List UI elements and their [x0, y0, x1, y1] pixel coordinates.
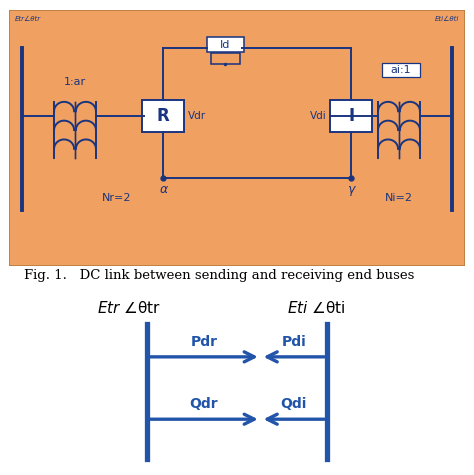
Text: Qdr: Qdr: [190, 397, 218, 411]
Text: Pdr: Pdr: [191, 335, 217, 349]
Text: Vdi: Vdi: [310, 111, 327, 122]
Text: R: R: [157, 107, 170, 125]
Text: Id: Id: [220, 39, 230, 49]
Text: $\it{Etr}$ ∠θtr: $\it{Etr}$ ∠θtr: [97, 300, 161, 315]
Bar: [207, 37, 244, 52]
Text: Qdi: Qdi: [281, 397, 307, 411]
Text: Ni=2: Ni=2: [384, 193, 412, 203]
Text: Pdi: Pdi: [282, 335, 306, 349]
Text: Fig. 1.   DC link between sending and receiving end buses: Fig. 1. DC link between sending and rece…: [24, 269, 414, 282]
Text: α: α: [159, 183, 167, 196]
Text: Eti∠θti: Eti∠θti: [435, 16, 459, 22]
Text: Vdr: Vdr: [188, 111, 206, 122]
Text: I: I: [348, 107, 354, 125]
Bar: [142, 100, 184, 132]
Bar: [382, 63, 420, 77]
Bar: [210, 53, 240, 64]
Text: $\it{Eti}$ ∠θti: $\it{Eti}$ ∠θti: [287, 300, 345, 315]
Text: ai:1: ai:1: [391, 65, 411, 75]
Text: 1:ar: 1:ar: [64, 77, 86, 87]
Text: Etr∠θtr: Etr∠θtr: [15, 16, 41, 22]
Text: Nr=2: Nr=2: [101, 193, 131, 203]
Text: γ: γ: [347, 183, 355, 196]
Bar: [330, 100, 372, 132]
